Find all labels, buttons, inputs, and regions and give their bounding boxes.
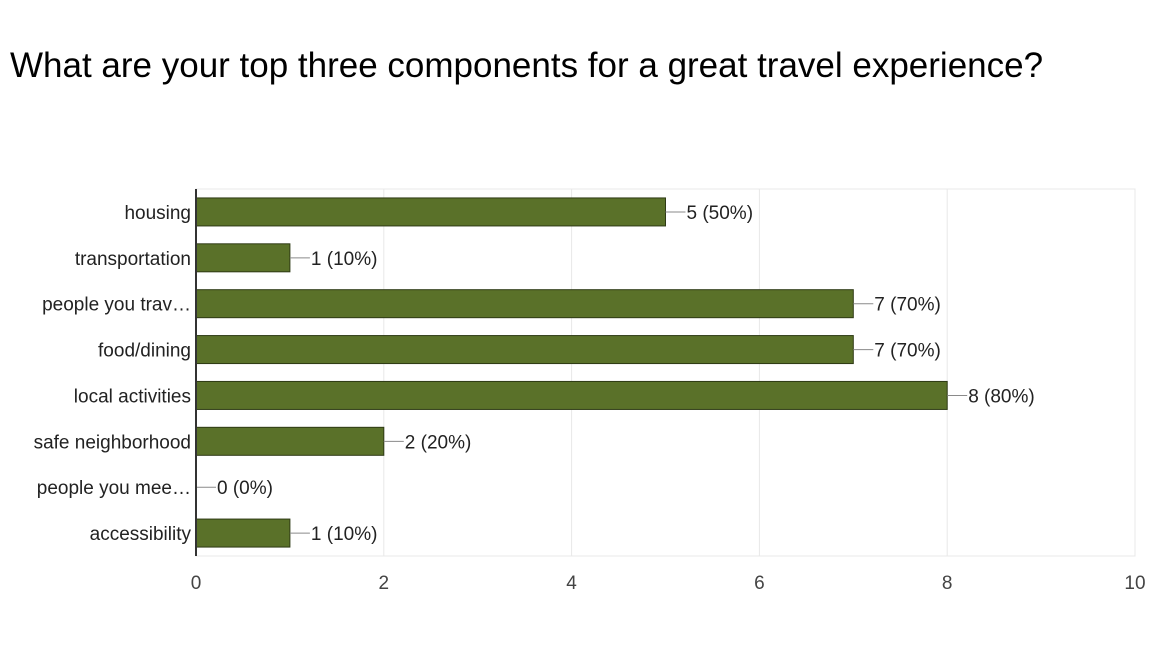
plot-area-frame <box>195 188 1136 557</box>
x-tick-label: 4 <box>566 573 577 594</box>
bar <box>195 518 291 548</box>
category-label: accessibility <box>90 524 192 545</box>
data-label: 7 (70%) <box>874 295 941 316</box>
x-tick-label: 8 <box>942 573 953 594</box>
data-label-leaders <box>196 211 968 534</box>
category-label: food/dining <box>98 341 191 362</box>
bar <box>195 335 854 365</box>
x-axis-tick-labels: 0 2 4 6 8 10 <box>191 573 1146 594</box>
chart-title: What are your top three components for a… <box>10 46 1044 85</box>
data-labels: 5 (50%) 1 (10%) 7 (70%) 7 (70%) 8 (80%) 2 (20… <box>217 203 1035 545</box>
data-label: 8 (80%) <box>968 386 1035 407</box>
x-tick-label: 10 <box>1124 573 1145 594</box>
category-label: housing <box>124 203 191 224</box>
bar <box>195 426 385 456</box>
bar-series <box>195 197 948 548</box>
data-label: 2 (20%) <box>405 432 472 453</box>
data-label: 1 (10%) <box>311 524 378 545</box>
x-tick-label: 2 <box>379 573 390 594</box>
bar <box>195 289 854 319</box>
category-label: safe neighborhood <box>34 432 191 453</box>
data-label: 0 (0%) <box>217 478 273 499</box>
category-label: transportation <box>75 249 191 270</box>
category-label: local activities <box>74 386 191 407</box>
bar <box>195 380 948 410</box>
bar <box>195 243 291 273</box>
category-labels: housing transportation people you trav… foo… <box>34 203 192 545</box>
data-label: 7 (70%) <box>874 341 941 362</box>
bar <box>195 197 666 227</box>
category-label: people you mee… <box>37 478 191 499</box>
data-label: 1 (10%) <box>311 249 378 270</box>
x-tick-label: 0 <box>191 573 202 594</box>
category-label: people you trav… <box>42 295 191 316</box>
data-label: 5 (50%) <box>687 203 754 224</box>
gridlines <box>383 189 1136 556</box>
x-tick-label: 6 <box>754 573 765 594</box>
